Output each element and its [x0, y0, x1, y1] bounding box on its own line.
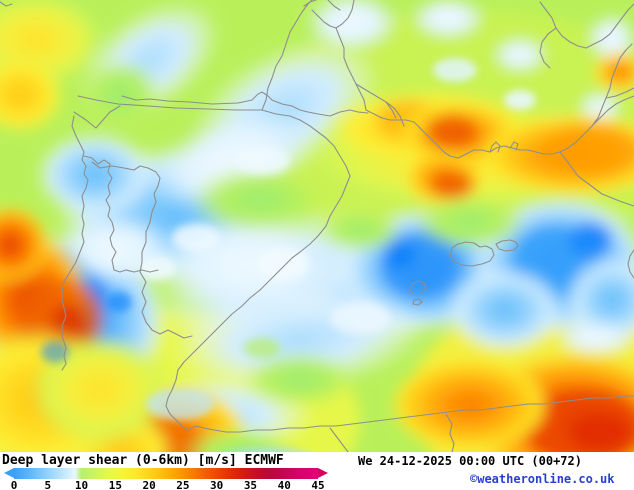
colorbar-tick-35: 35 [243, 479, 258, 490]
forecast-timestamp: We 24-12-2025 00:00 UTC (00+72) [358, 454, 582, 468]
colorbar-tick-45: 45 [311, 479, 325, 490]
colorbar-tick-0: 0 [10, 479, 18, 490]
shear-blobs [0, 0, 634, 452]
shear-field-plot [0, 0, 634, 452]
product-title: Deep layer shear (0-6km) [m/s] ECMWF [2, 453, 284, 468]
colorbar-tick-20: 20 [142, 479, 156, 490]
map-borders-coastlines [0, 0, 634, 452]
shear-fine-detail [41, 58, 536, 452]
colorbar-tick-15: 15 [108, 479, 122, 490]
colorbar[interactable]: 0 5 10 15 20 25 30 35 40 45 [0, 468, 330, 490]
colorbar-gradient [14, 468, 318, 479]
colorbar-over-arrow [318, 468, 328, 478]
colorbar-tick-10: 10 [74, 479, 89, 490]
colorbar-tick-25: 25 [176, 479, 190, 490]
weather-map-canvas[interactable] [0, 0, 634, 452]
copyright-label: ©weatheronline.co.uk [470, 472, 615, 486]
colorbar-under-arrow [4, 468, 14, 478]
colorbar-tick-30: 30 [210, 479, 224, 490]
legend-bar: Deep layer shear (0-6km) [m/s] ECMWF We … [0, 452, 634, 490]
colorbar-tick-40: 40 [277, 479, 291, 490]
colorbar-tick-5: 5 [44, 479, 52, 490]
